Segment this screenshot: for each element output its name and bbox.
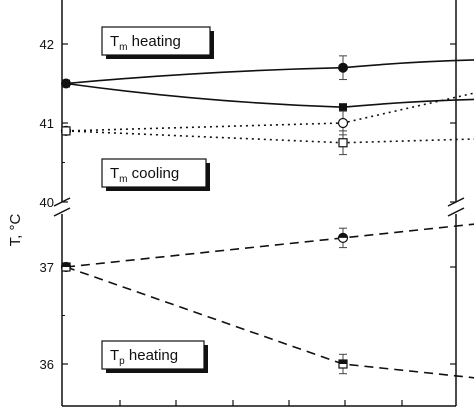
series-line [65, 223, 474, 268]
data-point-fill [62, 263, 70, 267]
annotation-label: Tm heating [110, 33, 181, 53]
data-point [337, 117, 349, 129]
y-tick-label: 41 [40, 116, 54, 131]
y-tick-label: 42 [40, 37, 54, 52]
y-axis-label: T, °C [7, 214, 24, 247]
annotation-box [101, 340, 205, 370]
series-line [65, 82, 474, 109]
series-layer [60, 55, 474, 379]
data-point [61, 126, 71, 136]
data-point-fill [339, 360, 347, 364]
axis-break-mark [53, 207, 71, 217]
annotation-label: Tp heating [110, 347, 178, 367]
series-line [65, 92, 474, 132]
data-point-fill [338, 233, 348, 238]
annotation-box [101, 158, 207, 188]
y-tick-label: 36 [40, 357, 54, 372]
data-point [339, 103, 347, 112]
data-point [62, 79, 70, 88]
y-tick-label: 40 [40, 195, 54, 210]
data-point [338, 138, 348, 148]
axis-break-mark [447, 207, 465, 217]
series-line [65, 59, 474, 85]
annotation-box [101, 26, 211, 56]
y-tick-label: 37 [40, 260, 54, 275]
data-point [338, 62, 348, 73]
labels-layer: 40 41 42 36 37 T, °C Tm heating Tm cooling Tp he… [7, 26, 214, 373]
annotation-label: Tm cooling [110, 165, 179, 185]
series-line [65, 130, 474, 144]
